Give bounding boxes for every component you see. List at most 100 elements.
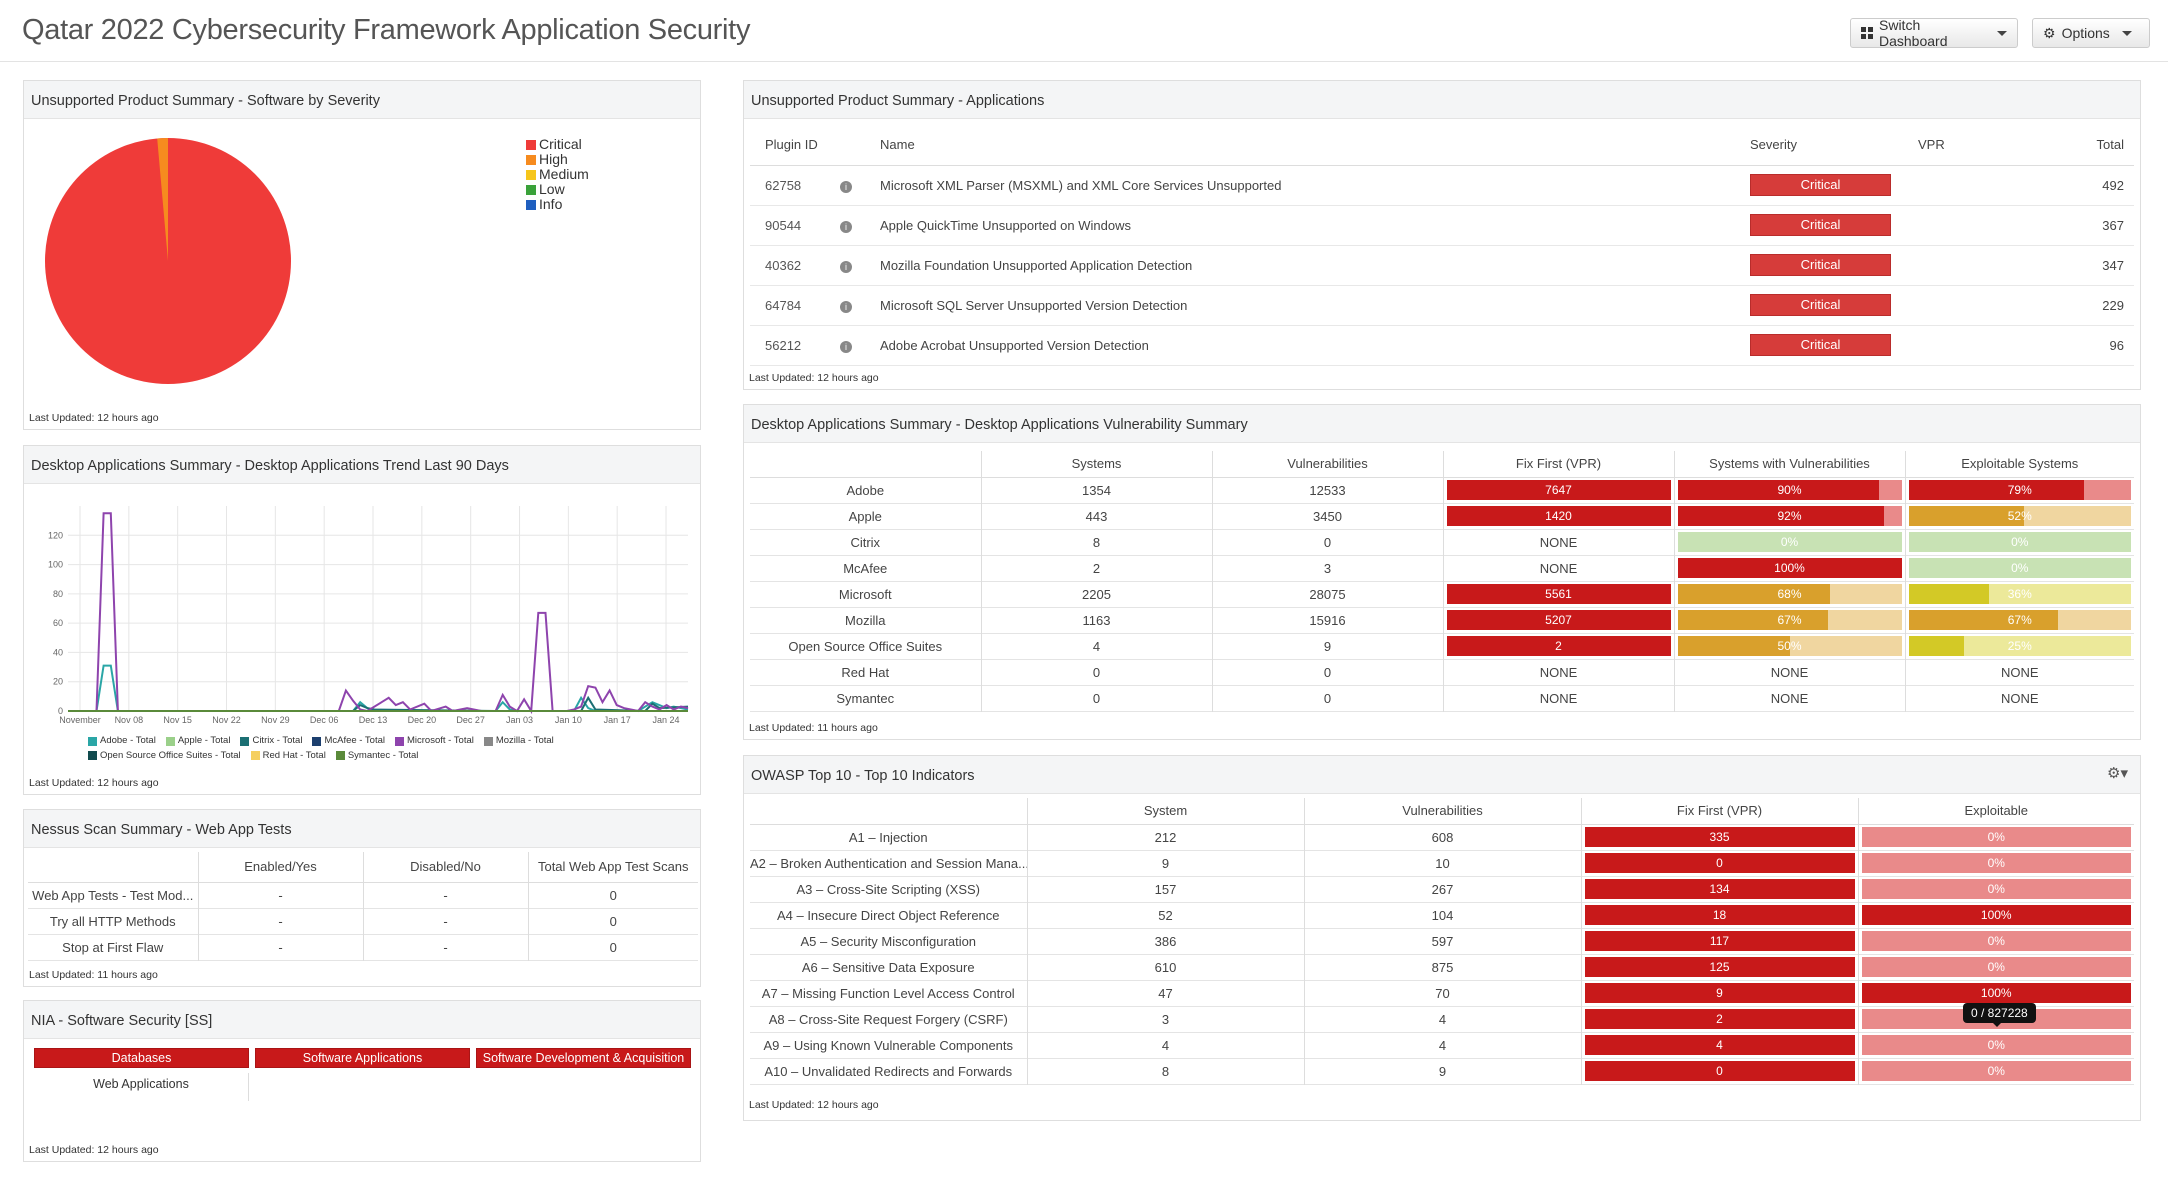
legend-item[interactable]: McAfee - Total: [312, 734, 385, 748]
nia-software-applications-button[interactable]: Software Applications: [255, 1048, 470, 1068]
info-icon[interactable]: i: [840, 260, 852, 273]
table-row[interactable]: Microsoft 2205 28075 5561 68% 36%: [750, 581, 2134, 607]
systems-with-vulns-bar[interactable]: 50%: [1677, 636, 1902, 656]
legend-item-medium[interactable]: Medium: [526, 167, 589, 182]
table-row[interactable]: Adobe 1354 12533 7647 90% 79%: [750, 477, 2134, 503]
exploitable-bar[interactable]: 0%: [1861, 1061, 2131, 1081]
series-line-microsoft-total[interactable]: [68, 512, 689, 715]
exploitable-bar[interactable]: 0%: [1861, 957, 2131, 977]
systems-with-vulns-bar[interactable]: 92%: [1677, 506, 1902, 526]
fix-first-bar[interactable]: 2: [1446, 636, 1671, 656]
options-button[interactable]: ⚙ Options: [2032, 18, 2150, 48]
legend-item[interactable]: Symantec - Total: [335, 749, 418, 763]
series-line-adobe-total[interactable]: [68, 664, 689, 712]
col-system[interactable]: System: [1027, 798, 1305, 824]
table-row[interactable]: 64784 i Microsoft SQL Server Unsupported V…: [750, 285, 2134, 325]
nia-software-development-button[interactable]: Software Development & Acquisition: [476, 1048, 691, 1068]
legend-item-info[interactable]: Info: [526, 197, 589, 212]
fix-first-bar[interactable]: 134: [1584, 879, 1855, 899]
info-icon[interactable]: i: [840, 180, 852, 193]
systems-with-vulns-bar[interactable]: 68%: [1677, 584, 1902, 604]
info-icon[interactable]: i: [840, 220, 852, 233]
fix-first-bar[interactable]: 5561: [1446, 584, 1671, 604]
exploitable-bar[interactable]: 0%: [1861, 827, 2131, 847]
col-disabled[interactable]: Disabled/No: [363, 852, 529, 882]
col-systems[interactable]: Systems: [981, 451, 1213, 477]
exploitable-bar[interactable]: 0%: [1908, 532, 2131, 552]
table-row[interactable]: A1 – Injection 212 608 335 0%: [750, 824, 2134, 850]
fix-first-bar[interactable]: 1420: [1446, 506, 1671, 526]
fix-first-bar[interactable]: 7647: [1446, 480, 1671, 500]
col-severity[interactable]: Severity: [1750, 137, 1797, 153]
col-name[interactable]: Name: [880, 137, 915, 153]
fix-first-bar[interactable]: 0: [1584, 1061, 1855, 1081]
exploitable-bar[interactable]: 67%: [1908, 610, 2131, 630]
table-row[interactable]: Mozilla 1163 15916 5207 67% 67%: [750, 607, 2134, 633]
col-vulnerabilities[interactable]: Vulnerabilities: [1304, 798, 1582, 824]
table-row[interactable]: Citrix 8 0 NONE 0% 0%: [750, 529, 2134, 555]
col-enabled[interactable]: Enabled/Yes: [198, 852, 364, 882]
info-icon[interactable]: i: [840, 340, 852, 353]
legend-item[interactable]: Open Source Office Suites - Total: [88, 749, 241, 763]
fix-first-bar[interactable]: 2: [1584, 1009, 1855, 1029]
exploitable-bar[interactable]: 0%: [1861, 879, 2131, 899]
legend-item-high[interactable]: High: [526, 152, 589, 167]
col-exploitable-systems[interactable]: Exploitable Systems: [1961, 456, 2079, 472]
exploitable-bar[interactable]: 0%: [1908, 558, 2131, 578]
legend-item[interactable]: Microsoft - Total: [394, 734, 474, 748]
table-row[interactable]: A2 – Broken Authentication and Session M…: [750, 850, 2134, 876]
exploitable-bar[interactable]: 100%: [1861, 905, 2131, 925]
table-row[interactable]: A9 – Using Known Vulnerable Components 4 4…: [750, 1032, 2134, 1058]
fix-first-bar[interactable]: 18: [1584, 905, 1855, 925]
exploitable-bar[interactable]: 79%: [1908, 480, 2131, 500]
col-systems-with-vulns[interactable]: Systems with Vulnerabilities: [1674, 451, 1906, 477]
fix-first-bar[interactable]: 9: [1584, 983, 1855, 1003]
fix-first-bar[interactable]: 117: [1584, 931, 1855, 951]
exploitable-bar[interactable]: 100%: [1861, 983, 2131, 1003]
table-row[interactable]: 90544 i Apple QuickTime Unsupported on Win…: [750, 205, 2134, 245]
exploitable-bar[interactable]: 0%: [1861, 853, 2131, 873]
table-row[interactable]: Stop at First Flaw - -0: [28, 934, 698, 960]
systems-with-vulns-bar[interactable]: 100%: [1677, 558, 1902, 578]
table-row[interactable]: Red Hat 0 0 NONE NONE NONE: [750, 659, 2134, 685]
table-row[interactable]: 62758 i Microsoft XML Parser (MSXML) and X…: [750, 165, 2134, 205]
table-row[interactable]: A5 – Security Misconfiguration 386 597 117 0…: [750, 928, 2134, 954]
col-vulnerabilities[interactable]: Vulnerabilities: [1212, 451, 1444, 477]
nia-web-applications[interactable]: Web Applications: [34, 1073, 249, 1101]
fix-first-bar[interactable]: 5207: [1446, 610, 1671, 630]
table-row[interactable]: Try all HTTP Methods - -0: [28, 908, 698, 934]
systems-with-vulns-bar[interactable]: 67%: [1677, 610, 1902, 630]
legend-item[interactable]: Adobe - Total: [88, 734, 156, 748]
col-plugin-id[interactable]: Plugin ID: [765, 137, 818, 153]
exploitable-bar[interactable]: 0%: [1861, 931, 2131, 951]
table-row[interactable]: A10 – Unvalidated Redirects and Forwards…: [750, 1058, 2134, 1084]
col-exploitable[interactable]: Exploitable: [1964, 803, 2029, 819]
nia-databases-button[interactable]: Databases: [34, 1048, 249, 1068]
table-row[interactable]: Open Source Office Suites 4 9 2 50% 25%: [750, 633, 2134, 659]
col-fix-first[interactable]: Fix First (VPR): [1443, 451, 1675, 477]
fix-first-bar[interactable]: 125: [1584, 957, 1855, 977]
col-vpr[interactable]: VPR: [1918, 137, 1945, 153]
switch-dashboard-button[interactable]: Switch Dashboard: [1850, 17, 2018, 49]
col-fix-first[interactable]: Fix First (VPR): [1581, 798, 1859, 824]
table-row[interactable]: A3 – Cross-Site Scripting (XSS) 157 267 134…: [750, 876, 2134, 902]
table-row[interactable]: McAfee 2 3 NONE 100% 0%: [750, 555, 2134, 581]
panel-gear-icon[interactable]: ⚙▾: [2107, 765, 2128, 782]
table-row[interactable]: Symantec 0 0 NONE NONE NONE: [750, 685, 2134, 711]
legend-item[interactable]: Red Hat - Total: [250, 749, 326, 763]
legend-item-critical[interactable]: Critical: [526, 137, 589, 152]
legend-item-low[interactable]: Low: [526, 182, 589, 197]
table-row[interactable]: 56212 i Adobe Acrobat Unsupported Version …: [750, 325, 2134, 365]
fix-first-bar[interactable]: 0: [1584, 853, 1855, 873]
systems-with-vulns-bar[interactable]: 90%: [1677, 480, 1902, 500]
table-row[interactable]: A7 – Missing Function Level Access Contr…: [750, 980, 2134, 1006]
col-total[interactable]: Total Web App Test Scans: [537, 859, 689, 875]
table-row[interactable]: A6 – Sensitive Data Exposure 610 875 125 0%: [750, 954, 2134, 980]
exploitable-bar[interactable]: 36%: [1908, 584, 2131, 604]
fix-first-bar[interactable]: 4: [1584, 1035, 1855, 1055]
legend-item[interactable]: Mozilla - Total: [483, 734, 554, 748]
exploitable-bar[interactable]: 25%: [1908, 636, 2131, 656]
exploitable-bar[interactable]: 52%: [1908, 506, 2131, 526]
fix-first-bar[interactable]: 335: [1584, 827, 1855, 847]
table-row[interactable]: A4 – Insecure Direct Object Reference 52 1…: [750, 902, 2134, 928]
